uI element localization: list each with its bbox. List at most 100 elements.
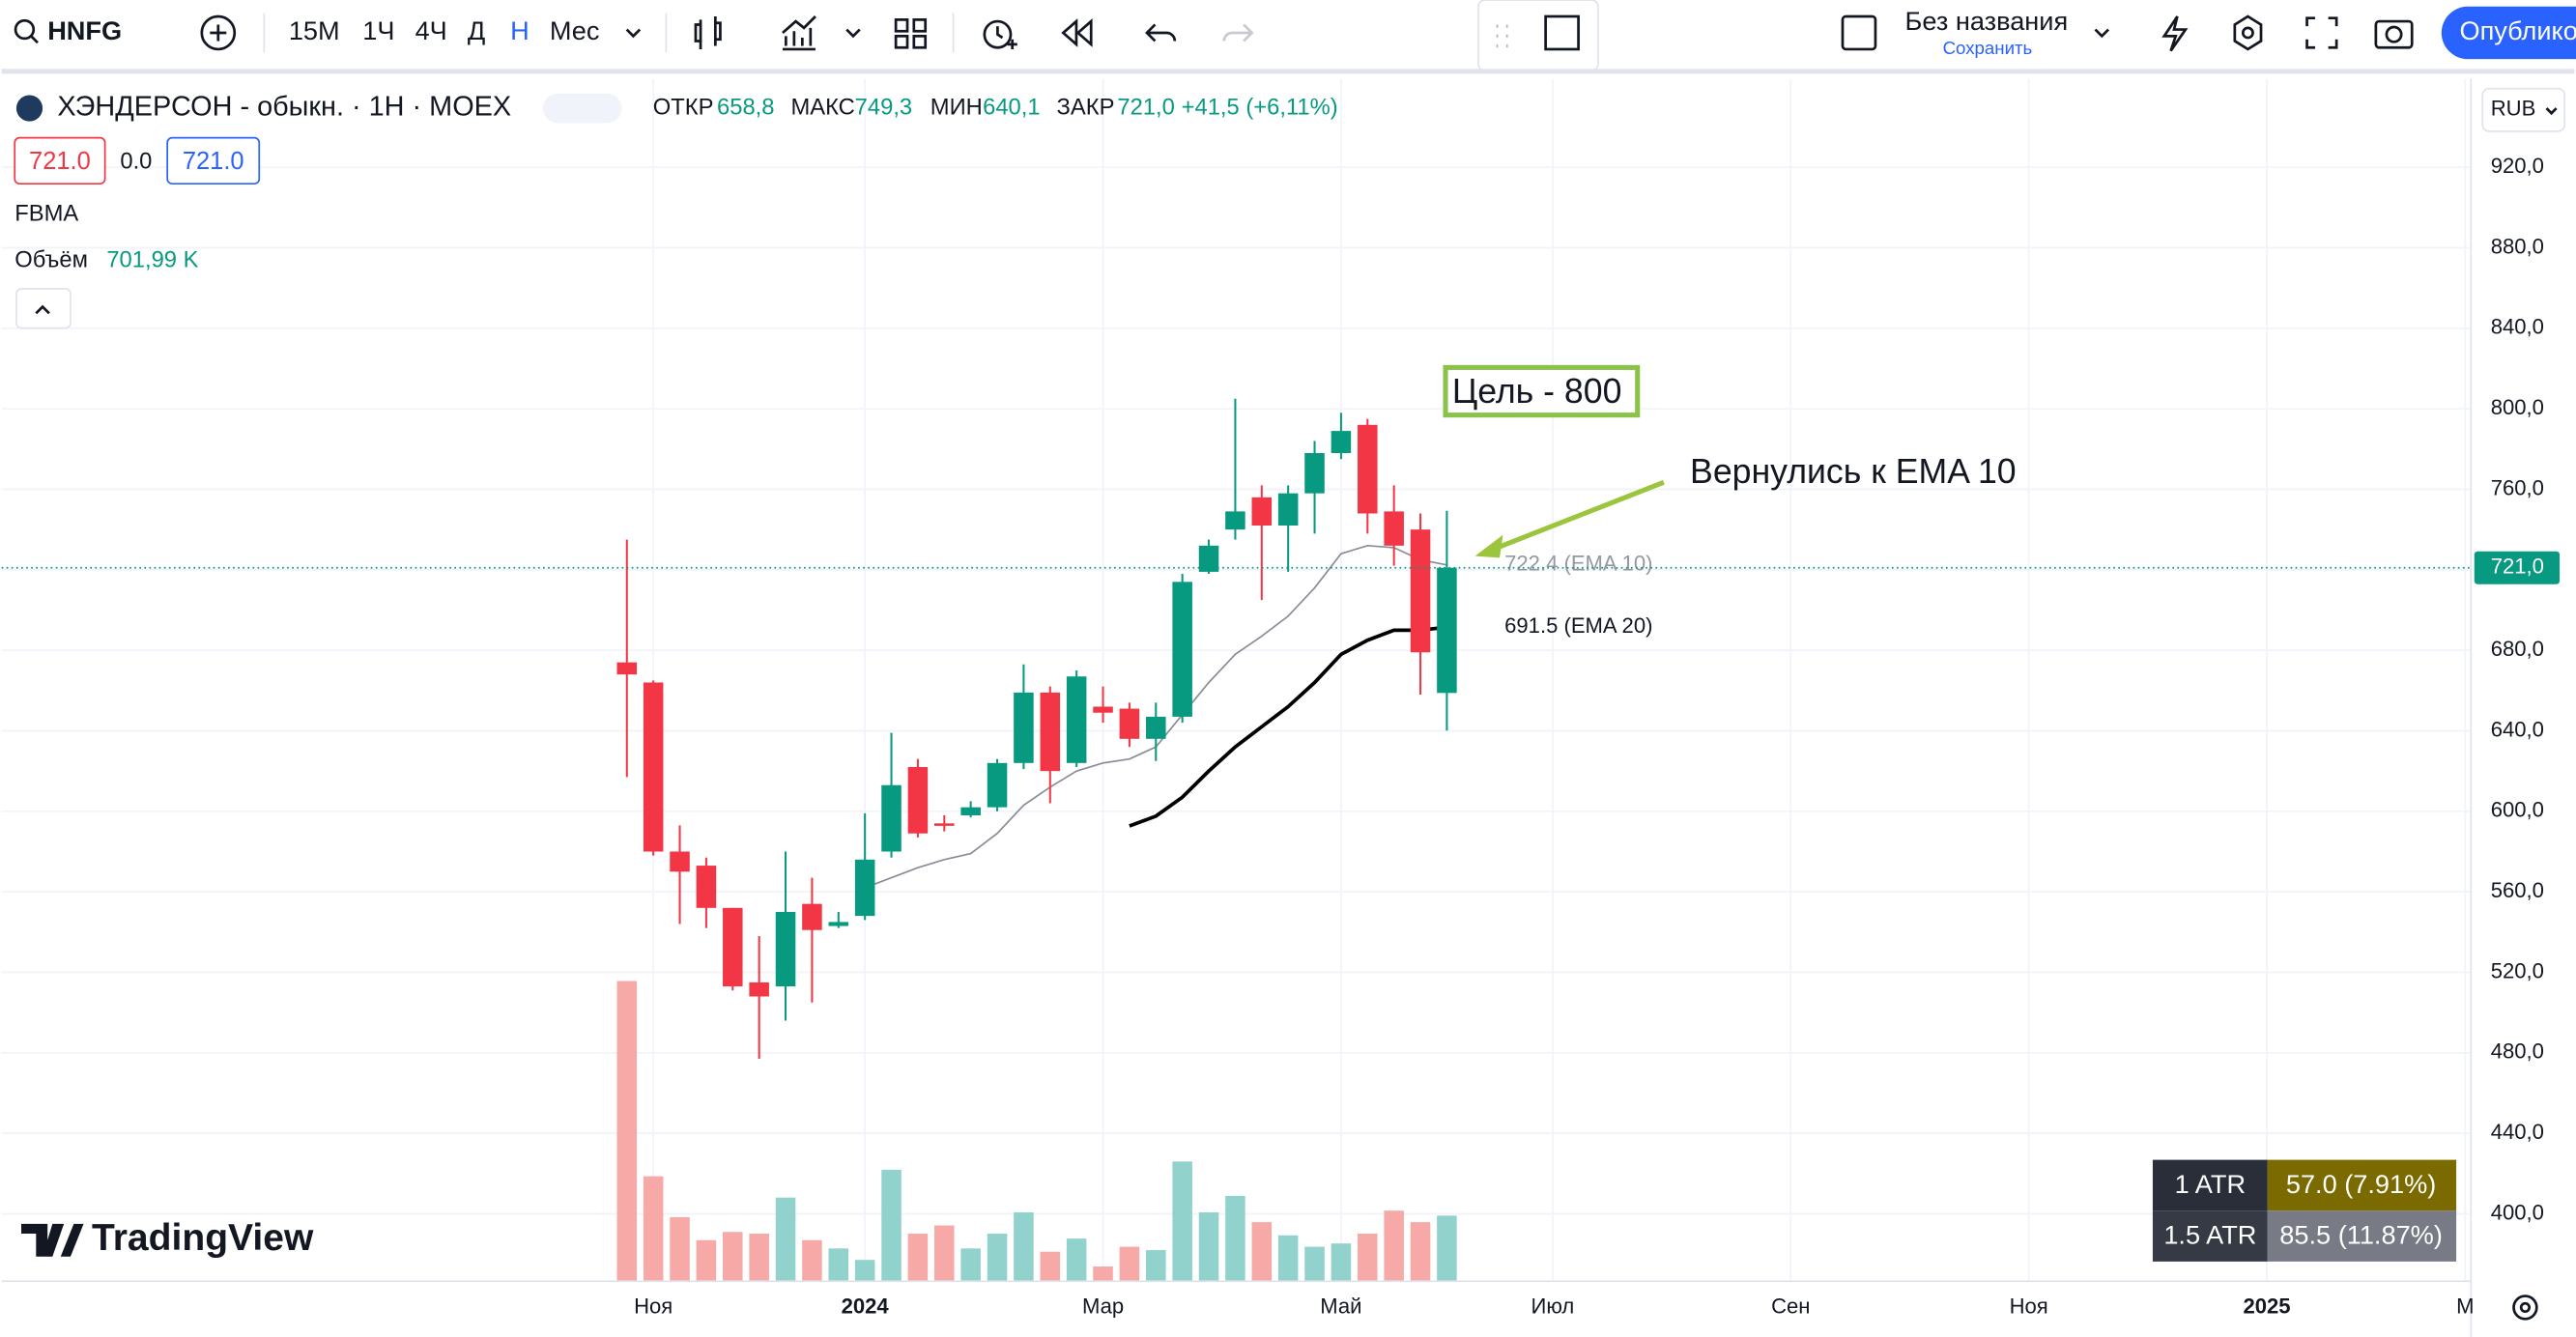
quick-search-icon[interactable] — [2161, 15, 2189, 52]
axis-settings — [2519, 1301, 2532, 1314]
chevron[interactable] — [845, 28, 861, 39]
candle-body — [1198, 545, 1219, 572]
publish-button[interactable] — [2441, 6, 2576, 60]
settings-icon[interactable] — [2233, 14, 2263, 51]
legend-label: МИН — [930, 94, 983, 120]
candle-body — [1040, 692, 1061, 772]
legend-title[interactable]: ХЭНДЕРСОН - обыкн. · 1Н · MOEX — [57, 92, 511, 123]
add-symbol[interactable] — [200, 14, 237, 51]
interval[interactable]: Мес — [550, 15, 600, 45]
save-link[interactable]: Сохранить — [1943, 38, 2033, 58]
interval[interactable]: Д — [468, 15, 485, 45]
interval[interactable]: 1Ч — [362, 15, 394, 45]
volume-bar — [1014, 1211, 1034, 1282]
candle-body — [907, 766, 929, 834]
layout-icon — [894, 35, 909, 49]
note-text[interactable]: Вернулись к EMA 10 — [1690, 452, 2017, 491]
legend-value: 721,0 — [1117, 94, 1174, 120]
volume-bar — [1172, 1161, 1192, 1282]
logo-text[interactable]: TradingView — [92, 1217, 314, 1259]
candle-body — [1172, 582, 1192, 717]
search-icon[interactable] — [14, 18, 36, 41]
layout-checkbox[interactable] — [1841, 14, 1877, 51]
volume-bar — [1066, 1238, 1087, 1282]
layout-name[interactable]: Без названия — [1905, 6, 2069, 36]
candle-body — [1410, 529, 1431, 653]
chart-type-icon[interactable] — [694, 15, 722, 49]
table-text: 85.5 (11.87%) — [2279, 1220, 2443, 1250]
x-tick-label: 2024 — [842, 1294, 890, 1318]
layout-icon[interactable] — [894, 18, 909, 33]
volume-bar — [775, 1197, 796, 1282]
select-tool[interactable] — [1544, 14, 1580, 51]
volume-bar — [1437, 1215, 1457, 1282]
legend-value: 640,1 — [983, 94, 1040, 120]
volume-bar — [749, 1234, 769, 1282]
buy-button[interactable] — [166, 136, 261, 185]
plot: 722.4 (EMA 10) 691.5 (EMA 20) — [1, 78, 2472, 1282]
chevron[interactable] — [625, 28, 642, 39]
chevron[interactable] — [2094, 28, 2110, 39]
alert-icon — [996, 26, 1017, 49]
candle-body — [749, 981, 769, 997]
target-box[interactable] — [1443, 364, 1641, 418]
axis-settings[interactable] — [2512, 1294, 2538, 1321]
sell-button[interactable] — [14, 136, 106, 185]
candle-body — [1119, 708, 1140, 739]
replay-icon[interactable] — [1061, 18, 1093, 47]
y-tick-label: 600,0 — [2491, 798, 2544, 822]
logo-mark — [21, 1223, 84, 1257]
volume-label[interactable]: Объём — [14, 246, 88, 272]
volume-bar — [696, 1239, 717, 1282]
y-tick-label: 840,0 — [2491, 315, 2544, 339]
target-text[interactable]: Цель - 800 — [1452, 372, 1622, 411]
legend-value: 658,8 — [717, 94, 774, 120]
candle-body — [1437, 567, 1457, 694]
candle-body — [1304, 452, 1325, 494]
candle-body — [616, 662, 638, 675]
y-tick-label: 760,0 — [2491, 475, 2544, 499]
x-tick-label: Июл — [1531, 1294, 1575, 1318]
volume-bar — [1410, 1222, 1431, 1282]
sell-price[interactable]: 721.0 — [29, 148, 91, 175]
x-tick-label: 2025 — [2243, 1294, 2290, 1318]
volume-bar — [828, 1248, 849, 1282]
symbol[interactable]: HNFG — [47, 15, 122, 45]
y-tick-label: 520,0 — [2491, 958, 2544, 982]
currency[interactable]: RUB — [2491, 97, 2536, 121]
spread: 0.0 — [120, 148, 152, 174]
y-tick-label: 440,0 — [2491, 1120, 2544, 1144]
table-cell — [2267, 1159, 2457, 1211]
interval[interactable]: 15M — [289, 15, 340, 45]
screenshot-icon[interactable] — [2374, 19, 2414, 49]
toolbar: HNFG 15M 1Ч 4Ч Д Н Мес Без названия Сохр… — [1, 0, 2576, 74]
drag-handle[interactable] — [1496, 24, 1508, 48]
legend-toggle[interactable] — [543, 93, 622, 124]
interval-active[interactable]: Н — [510, 15, 530, 45]
currency-select[interactable] — [2481, 87, 2566, 132]
volume-bar — [1331, 1243, 1352, 1282]
undo-icon[interactable] — [1145, 23, 1177, 43]
candle-body — [934, 823, 955, 826]
indicators-icon[interactable] — [782, 15, 816, 51]
indicator-name[interactable]: FBMA — [14, 201, 78, 227]
publish-button-label[interactable]: Опублико — [2459, 15, 2576, 45]
table-text: 1.5 ATR — [2163, 1220, 2256, 1250]
volume-bar — [802, 1239, 822, 1282]
search-icon — [30, 35, 39, 44]
volume-bar — [1277, 1235, 1299, 1282]
add-symbol — [210, 24, 227, 42]
y-tick-label: 920,0 — [2491, 154, 2544, 178]
toolbar-border — [1, 69, 2575, 74]
interval[interactable]: 4Ч — [415, 15, 447, 45]
buy-price[interactable]: 721.0 — [183, 148, 244, 175]
table-cell — [2152, 1210, 2268, 1262]
x-tick-label: М — [2456, 1294, 2474, 1318]
volume-value: 701,99 K — [106, 246, 198, 272]
arrow-head — [1474, 534, 1503, 558]
candle-body — [1277, 493, 1299, 526]
alert-icon[interactable] — [983, 19, 1013, 49]
fullscreen-icon[interactable] — [2305, 16, 2338, 49]
arrow[interactable] — [1487, 479, 1665, 554]
